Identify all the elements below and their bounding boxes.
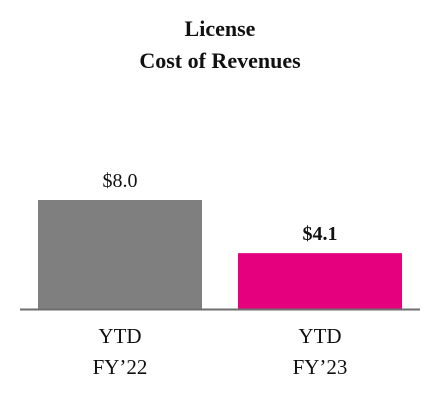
chart-title-line-2: Cost of Revenues	[139, 48, 301, 73]
chart-title-line-1: License	[184, 16, 256, 41]
bar-1	[38, 200, 202, 309]
data-label-2: $4.1	[303, 223, 338, 245]
bar-2	[238, 253, 402, 309]
x-tick-label-2-line-1: YTD	[298, 324, 341, 348]
data-label-1: $8.0	[103, 170, 138, 192]
x-tick-label-1-line-1: YTD	[98, 324, 141, 348]
x-tick-label-1-line-2: FY’22	[93, 355, 148, 379]
x-tick-label-2-line-2: FY’23	[293, 355, 348, 379]
